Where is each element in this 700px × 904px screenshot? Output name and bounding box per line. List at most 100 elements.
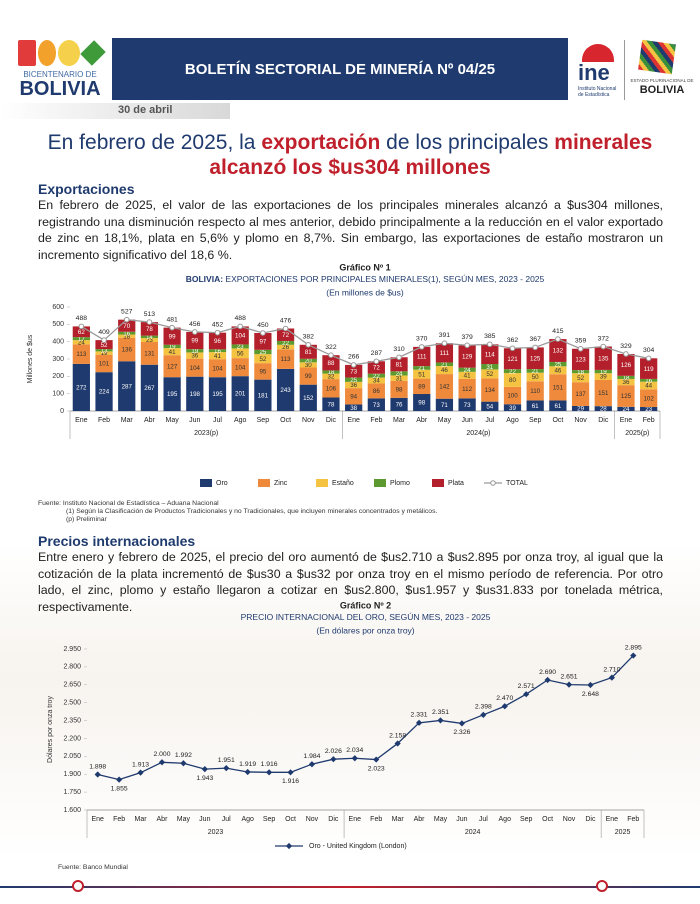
bar-segment <box>163 327 181 345</box>
bar-segment <box>571 373 590 383</box>
logo-left-line1: BICENTENARIO DE <box>23 70 97 79</box>
bar-segment <box>390 375 408 381</box>
bar-label: 104 <box>235 333 246 340</box>
x-tick-label: May <box>165 417 179 424</box>
total-marker <box>305 341 312 348</box>
total-marker <box>487 341 493 348</box>
x-tick-label: Feb <box>113 816 125 823</box>
chart-title-text: PRECIO INTERNACIONAL DEL ORO, SEGÚN MES,… <box>241 612 491 622</box>
total-marker <box>169 324 175 331</box>
bar-segment <box>617 406 635 411</box>
x-tick-label: Ene <box>75 417 88 424</box>
x-tick-label: Ene <box>91 816 104 823</box>
point-marker <box>180 760 187 767</box>
headline: En febrero de 2025, la exportación de lo… <box>40 130 660 180</box>
bar-label: 18 <box>623 375 630 382</box>
bar-segment <box>640 378 658 382</box>
bar-label: 22 <box>373 373 380 380</box>
bar-label: 198 <box>190 391 201 398</box>
bar-segment <box>481 401 499 411</box>
legend-label: Oro <box>216 480 228 487</box>
bar-label: 113 <box>76 351 86 358</box>
point-marker <box>116 776 123 783</box>
bar-label: 50 <box>532 374 539 381</box>
legend-marker <box>490 480 496 486</box>
bar-segment <box>254 349 272 355</box>
total-label: 266 <box>348 354 360 361</box>
x-tick-label: Nov <box>563 816 576 823</box>
bar-label: 19 <box>101 350 108 357</box>
x-tick-label: Sep <box>257 417 270 424</box>
bar-label: 104 <box>212 365 223 372</box>
date: 30 de abril <box>118 104 173 116</box>
chart-title: BOLIVIA: EXPORTACIONES POR PRINCIPALES M… <box>186 274 545 284</box>
point-label: 1.913 <box>132 761 149 768</box>
point-label: 2.331 <box>411 712 428 719</box>
x-tick-label: Jul <box>213 417 222 424</box>
x-tick-label: Mar <box>393 417 406 424</box>
bar-label: 125 <box>621 393 632 400</box>
bar-label: 23 <box>146 337 153 344</box>
bar-segment <box>526 369 544 373</box>
bar-segment <box>276 349 295 369</box>
bar-segment <box>299 358 317 363</box>
bar-label: 31 <box>486 364 493 371</box>
bar-segment <box>322 397 340 411</box>
bar-segment <box>276 368 295 411</box>
y-axis-label: Dólares por onza troy <box>47 696 54 763</box>
bar-segment <box>390 380 408 398</box>
chart-label: Gráfico Nº 2 <box>340 600 391 610</box>
y-tick-label: 1.750 <box>63 789 81 796</box>
bar-segment <box>186 376 204 411</box>
bar-segment <box>95 340 113 350</box>
bar-segment <box>640 381 658 390</box>
bar-label: 72 <box>282 332 289 339</box>
x-tick-label: Mar <box>135 816 148 823</box>
logo-divider <box>624 40 625 100</box>
bar-label: 272 <box>76 385 87 392</box>
point-label: 2.651 <box>561 673 578 680</box>
bar-segment <box>458 367 476 372</box>
bar-segment <box>72 363 90 411</box>
note: Fuente: Instituto Nacional de Estadístic… <box>38 500 219 507</box>
x-tick-label: Oct <box>552 417 563 424</box>
x-tick-label: Nov <box>574 417 587 424</box>
x-tick-label: Ene <box>620 417 633 424</box>
point-marker <box>480 711 487 718</box>
point-label: 2.326 <box>453 729 470 736</box>
logo-right-line1: ESTADO PLURINACIONAL DE <box>630 78 694 83</box>
x-tick-label: Feb <box>370 417 382 424</box>
bar-label: 78 <box>328 401 335 408</box>
total-marker <box>146 319 153 325</box>
point-label: 1.992 <box>175 752 192 759</box>
bar-label: 22 <box>509 368 516 375</box>
total-marker <box>418 344 425 350</box>
note: Fuente: Banco Mundial <box>58 864 128 871</box>
point-label: 2.158 <box>389 732 406 739</box>
note: (p) Preliminar <box>66 516 107 523</box>
point-label: 2.895 <box>625 644 642 651</box>
bar-label: 114 <box>485 351 495 358</box>
x-tick-label: Oct <box>285 816 296 823</box>
bar-label: 94 <box>350 393 357 400</box>
chart-subtitle: (En millones de $us) <box>326 287 404 297</box>
x-tick-label: Ago <box>499 816 512 823</box>
bar-segment <box>299 362 317 368</box>
point-label: 2.034 <box>346 747 363 754</box>
bar-label: 89 <box>418 383 425 390</box>
bar-label: 61 <box>532 403 539 410</box>
bar-label: 195 <box>167 391 178 398</box>
bar-segment <box>322 379 340 398</box>
y-tick-label: 2.350 <box>63 717 81 724</box>
year-label: 2023 <box>208 829 224 836</box>
total-label: 372 <box>598 335 610 342</box>
chart-title-text: EXPORTACIONES POR PRINCIPALES MINERALES(… <box>223 274 544 284</box>
point-marker <box>158 759 166 766</box>
total-label: 409 <box>98 329 110 336</box>
x-tick-label: Abr <box>414 816 426 823</box>
bar-label: 201 <box>235 391 246 398</box>
legend-label: Estaño <box>332 480 354 487</box>
bar-segment <box>481 344 499 365</box>
bar-segment <box>481 378 499 402</box>
total-label: 488 <box>235 315 247 322</box>
